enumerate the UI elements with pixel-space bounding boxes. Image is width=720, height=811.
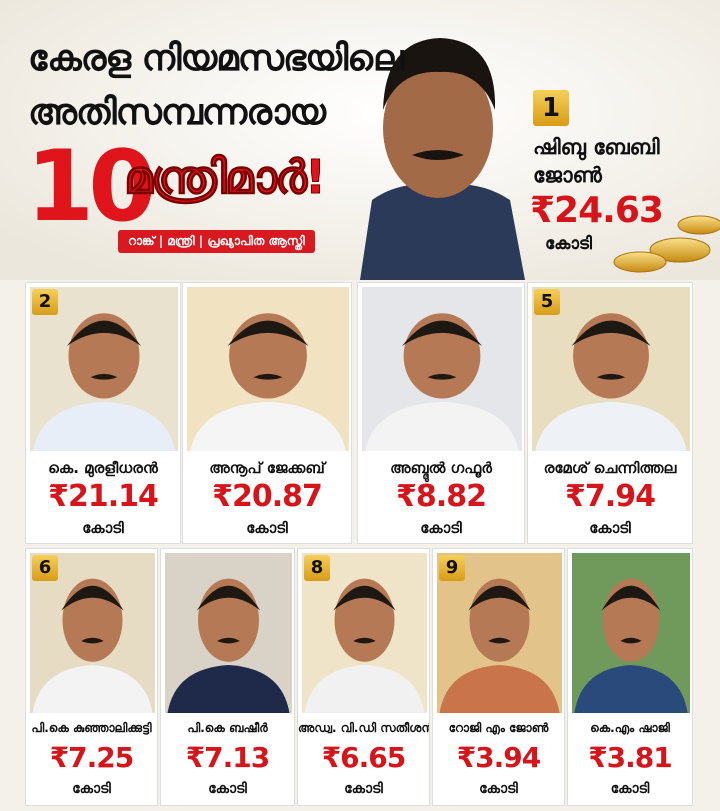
photo [165,553,292,713]
name: അഡ്വ. വി.ഡി സതീശൻ [298,721,430,735]
unit: കോടി [344,781,383,797]
card: 8 അഡ്വ. വി.ഡി സതീശൻ ₹6.65 കോടി [297,548,430,806]
name: രമേശ് ചെന്നിത്തല [543,459,677,477]
amount: ₹21.14 [48,479,159,514]
title-number: 10 [26,130,156,244]
card: 6 പി.കെ കുഞ്ഞാലിക്കുട്ടി ₹7.25 കോടി [25,548,158,806]
photo [30,287,178,451]
amount: ₹8.82 [396,479,487,514]
unit: കോടി [72,781,111,797]
unit: കോടി [610,781,650,797]
name: കെ. മുരളീധരൻ [48,459,158,477]
unit: കോടി [208,781,247,797]
name: കെ.എം ഷാജി [590,721,670,735]
amount: ₹24.63 [530,190,664,231]
unit: കോടി [545,234,592,254]
amount: ₹20.87 [212,479,323,514]
unit: കോടി [589,519,631,537]
amount: ₹3.94 [456,741,542,774]
amount: ₹3.81 [588,741,673,774]
amount: ₹7.13 [185,741,271,774]
unit: കോടി [479,781,518,797]
amount: ₹7.94 [565,479,656,514]
rank-badge: 9 [439,555,465,581]
card: 9 റോജി എം ജോൺ ₹3.94 കോടി [432,548,565,806]
card: കെ.എം ഷാജി ₹3.81 കോടി [567,548,693,806]
unit: കോടി [246,519,288,537]
card: 2 കെ. മുരളീധരൻ ₹21.14 കോടി [25,282,181,544]
rank-badge: 2 [32,289,58,315]
photo [187,287,349,451]
name: ഷിബു ബേബി [533,135,660,159]
unit: കോടി [420,519,462,537]
amount: ₹6.65 [321,741,407,774]
portrait [360,38,525,280]
rank-badge: 8 [304,555,330,581]
name: പി.കെ കുഞ്ഞാലിക്കുട്ടി [31,721,152,735]
photo [362,287,522,451]
card: 5 രമേശ് ചെന്നിത്തല ₹7.94 കോടി [527,282,693,544]
rank-badge: 1 [533,90,569,126]
name: ജോൺ [533,163,602,187]
amount: ₹7.25 [49,741,135,774]
subtitle: റാങ്ക് | മന്ത്രി | പ്രഖ്യാപിത ആസ്തി [118,230,315,253]
title-line: കേരള നിയമസഭയിലെ [28,38,404,79]
photo [532,287,690,451]
card: അനൂപ് ജേക്കബ് ₹20.87 കോടി [182,282,352,544]
card: അബ്ദുൽ ഗഫൂർ ₹8.82 കോടി [357,282,525,544]
photo [572,553,690,713]
card: പി.കെ ബഷീർ ₹7.13 കോടി [160,548,295,806]
title-word: മന്ത്രിമാർ! [123,150,326,205]
name: അബ്ദുൽ ഗഫൂർ [390,459,492,477]
rank-badge: 5 [534,289,560,315]
name: പി.കെ ബഷീർ [187,721,268,735]
title-line: അതിസമ്പന്നരായ [28,92,326,133]
unit: കോടി [82,519,124,537]
rank-badge: 6 [32,555,58,581]
name: റോജി എം ജോൺ [448,721,549,735]
name: അനൂപ് ജേക്കബ് [209,459,325,477]
coins [613,215,720,273]
